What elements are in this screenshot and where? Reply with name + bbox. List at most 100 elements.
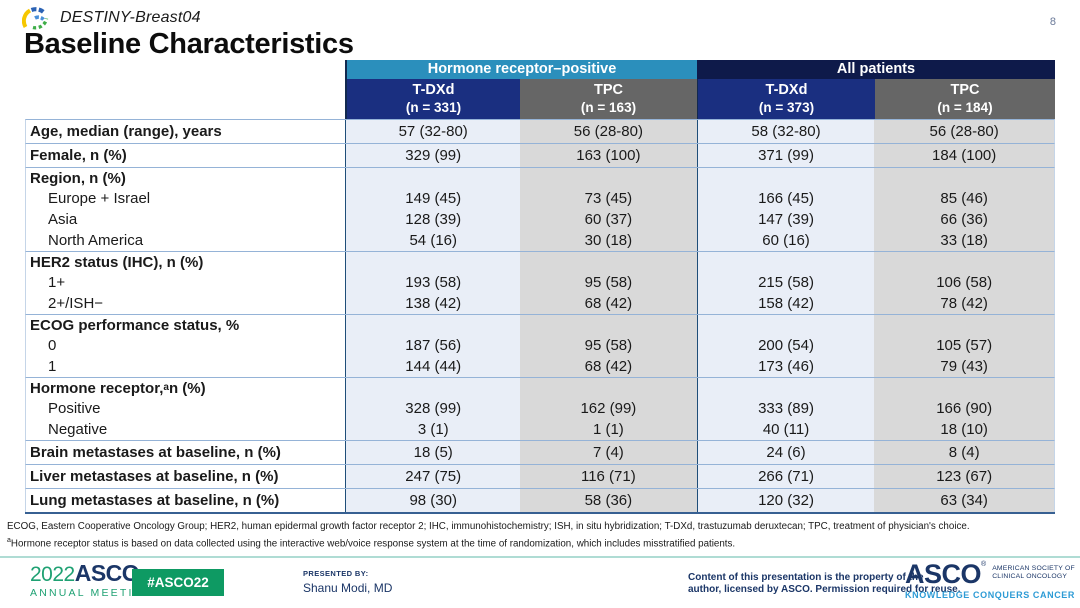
- cell-value: 58 (32-80): [696, 120, 875, 143]
- asco-sub-line2: CLINICAL ONCOLOGY: [992, 573, 1068, 580]
- cell-value: 60 (16): [696, 230, 875, 251]
- cell-value: 328 (99): [345, 398, 521, 419]
- cell-value: 184 (100): [874, 144, 1054, 167]
- cell-value: 247 (75): [345, 465, 521, 488]
- table-body: Age, median (range), years 57 (32-80) 56 (…: [25, 119, 1055, 514]
- cell-value: 128 (39): [345, 209, 521, 230]
- table-row: Age, median (range), years 57 (32-80) 56 (…: [25, 119, 1055, 143]
- footnote-a-marker: a: [7, 537, 11, 544]
- row-label: North America: [26, 230, 346, 251]
- table-row: ECOG performance status, %: [25, 314, 1055, 335]
- cell-value: 40 (11): [696, 419, 875, 440]
- cell-value: 73 (45): [520, 188, 697, 209]
- cell-value: 85 (46): [874, 188, 1054, 209]
- cell-value: 58 (36): [520, 489, 697, 512]
- asco-society-logo: ASCO ® AMERICAN SOCIETY OF CLINICAL ONCOL…: [905, 559, 1076, 601]
- header-spacer: [25, 60, 345, 79]
- col-n: (n = 373): [758, 100, 815, 115]
- col-header-tpc-all: TPC (n = 184): [875, 79, 1055, 119]
- registered-mark: ®: [981, 561, 987, 568]
- cell-value: [345, 378, 521, 398]
- footer-divider: [0, 556, 1080, 558]
- cell-value: 187 (56): [345, 335, 521, 356]
- column-header-row: T-DXd (n = 331) TPC (n = 163) T-DXd (n =…: [25, 79, 1055, 119]
- table-row: HER2 status (IHC), n (%): [25, 251, 1055, 272]
- cell-value: 98 (30): [345, 489, 521, 512]
- row-label: Female, n (%): [26, 144, 346, 167]
- cell-value: [696, 315, 875, 335]
- table-row: Female, n (%) 329 (99) 163 (100) 371 (99) 18…: [25, 143, 1055, 167]
- cell-value: 138 (42): [345, 293, 521, 314]
- cell-value: [696, 252, 875, 272]
- asco-wordmark: ASCO: [905, 559, 982, 589]
- col-header-tpc-hr: TPC (n = 163): [520, 79, 697, 119]
- header-spacer: [25, 79, 345, 119]
- table-row: 1+ 193 (58) 95 (58) 215 (58) 106 (58): [25, 272, 1055, 293]
- cell-value: 60 (37): [520, 209, 697, 230]
- cell-value: [874, 168, 1054, 188]
- footnote-a: aHormone receptor status is based on dat…: [7, 534, 1073, 551]
- cell-value: 63 (34): [874, 489, 1054, 512]
- meeting-year: 2022: [30, 563, 75, 586]
- table-row: Europe + Israel 149 (45) 73 (45) 166 (45) 85…: [25, 188, 1055, 209]
- cell-value: 158 (42): [696, 293, 875, 314]
- cell-value: 95 (58): [520, 335, 697, 356]
- cell-value: 18 (10): [874, 419, 1054, 440]
- cell-value: [520, 252, 697, 272]
- baseline-characteristics-table: Hormone receptor–positive All patients T…: [25, 60, 1055, 514]
- hashtag-badge: #ASCO22: [132, 569, 224, 596]
- col-header-tdxd-all: T-DXd (n = 373): [697, 79, 875, 119]
- table-row: Hormone receptor, a n (%): [25, 377, 1055, 398]
- row-label: Asia: [26, 209, 346, 230]
- cell-value: 120 (32): [696, 489, 875, 512]
- table-row: Lung metastases at baseline, n (%) 98 (30…: [25, 488, 1055, 512]
- table-row: 1 144 (44) 68 (42) 173 (46) 79 (43): [25, 356, 1055, 377]
- row-label: Brain metastases at baseline, n (%): [26, 441, 346, 464]
- cell-value: 149 (45): [345, 188, 521, 209]
- row-label: Region, n (%): [26, 168, 346, 188]
- cell-value: 200 (54): [696, 335, 875, 356]
- cell-value: 166 (90): [874, 398, 1054, 419]
- cell-value: 18 (5): [345, 441, 521, 464]
- cell-value: 166 (45): [696, 188, 875, 209]
- table-row: Brain metastases at baseline, n (%) 18 (5…: [25, 440, 1055, 464]
- cell-value: [696, 168, 875, 188]
- page-number: 8: [1049, 16, 1056, 28]
- cell-value: [874, 378, 1054, 398]
- row-label: 1+: [26, 272, 346, 293]
- destiny-logo-icon: [22, 7, 49, 30]
- abbreviations-note: ECOG, Eastern Cooperative Oncology Group…: [7, 521, 970, 532]
- col-name: T-DXd: [765, 82, 808, 98]
- cell-value: [520, 315, 697, 335]
- cell-value: [520, 378, 697, 398]
- cell-value: 68 (42): [520, 356, 697, 377]
- cell-value: 333 (89): [696, 398, 875, 419]
- footnote-a-text: Hormone receptor status is based on data…: [10, 538, 736, 550]
- cell-value: 95 (58): [520, 272, 697, 293]
- row-label: 1: [26, 356, 346, 377]
- row-label: Negative: [26, 419, 346, 440]
- cell-value: [874, 315, 1054, 335]
- asco-logo-main: ASCO ® AMERICAN SOCIETY OF CLINICAL ONCOL…: [905, 559, 1075, 589]
- cell-value: [345, 168, 521, 188]
- cell-value: 162 (99): [520, 398, 697, 419]
- cell-value: 79 (43): [874, 356, 1054, 377]
- cell-value: 7 (4): [520, 441, 697, 464]
- col-header-tdxd-hr: T-DXd (n = 331): [345, 79, 520, 119]
- asco-society-name: AMERICAN SOCIETY OF CLINICAL ONCOLOGY: [992, 565, 1075, 581]
- row-label: Age, median (range), years: [26, 120, 346, 143]
- row-label: Europe + Israel: [26, 188, 346, 209]
- cell-value: 56 (28-80): [874, 120, 1054, 143]
- group-header-row: Hormone receptor–positive All patients: [25, 60, 1055, 79]
- brand-row: DESTINY-Breast04: [22, 5, 201, 31]
- asco-tagline: KNOWLEDGE CONQUERS CANCER: [905, 590, 1076, 600]
- cell-value: 54 (16): [345, 230, 521, 251]
- col-n: (n = 163): [580, 100, 637, 115]
- row-label: Liver metastases at baseline, n (%): [26, 465, 346, 488]
- col-name: TPC: [950, 82, 980, 98]
- cell-value: 116 (71): [520, 465, 697, 488]
- cell-value: 68 (42): [520, 293, 697, 314]
- cell-value: 57 (32-80): [345, 120, 521, 143]
- cell-value: 8 (4): [874, 441, 1054, 464]
